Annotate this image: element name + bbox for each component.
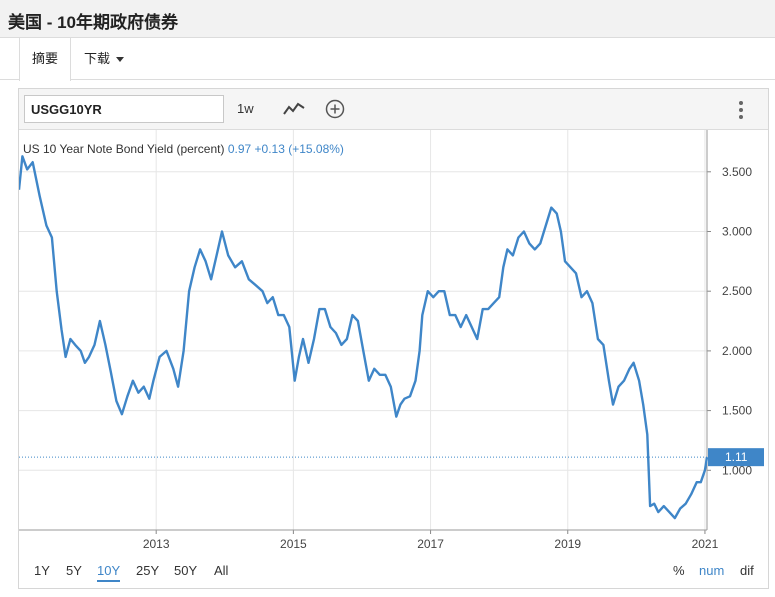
range-1y[interactable]: 1Y [34, 563, 50, 578]
x-tick-label: 2015 [280, 537, 307, 551]
y-tick-label: 3.500 [722, 165, 752, 179]
x-tick-label: 2017 [417, 537, 444, 551]
range-5y[interactable]: 5Y [66, 563, 82, 578]
series-name: US 10 Year Note Bond Yield (percent) [23, 142, 225, 156]
x-tick-label: 2013 [143, 537, 170, 551]
last-price-label: 1.11 [725, 450, 748, 464]
range-all[interactable]: All [214, 563, 229, 578]
page-header: 美国 - 10年期政府债券 [0, 0, 775, 38]
y-tick-label: 1.000 [722, 463, 752, 477]
tab-summary[interactable]: 摘要 [19, 38, 71, 81]
chart-panel: 1w 1.000 1.500 2.000 2.500 3.000 3.500 2013 201… [18, 88, 769, 589]
range-50y[interactable]: 50Y [174, 563, 198, 578]
download-label: 下载 [84, 51, 111, 66]
tab-bar: 摘要 下载 [0, 38, 775, 81]
caret-down-icon [116, 57, 125, 63]
y-tick-label: 1.500 [722, 404, 752, 418]
chart-toolbar: 1w [19, 89, 768, 130]
series-legend: US 10 Year Note Bond Yield (percent) 0.9… [23, 142, 344, 156]
page-title: 美国 - 10年期政府债券 [8, 13, 179, 32]
y-tick-label: 2.500 [722, 284, 752, 298]
series-line [19, 155, 709, 520]
x-tick-label: 2019 [554, 537, 581, 551]
series-change: +0.13 (+15.08%) [254, 142, 344, 156]
ticker-input[interactable] [24, 95, 224, 123]
interval-selector[interactable]: 1w [237, 101, 254, 116]
mode-dif[interactable]: dif [740, 563, 754, 578]
y-tick-label: 3.000 [722, 224, 752, 238]
download-menu[interactable]: 下载 [84, 38, 125, 80]
mode-num[interactable]: num [699, 563, 725, 578]
line-chart-icon[interactable] [283, 101, 305, 117]
range-bar: 1Y 5Y 10Y 25Y 50Y All% num dif [19, 559, 768, 587]
y-tick-label: 2.000 [722, 344, 752, 358]
series-value: 0.97 [227, 142, 252, 156]
mode-percent[interactable]: % [673, 563, 685, 578]
range-10y[interactable]: 10Y [97, 563, 121, 582]
yield-line-chart[interactable]: 1.000 1.500 2.000 2.500 3.000 3.500 2013 2015 20… [19, 130, 768, 559]
range-25y[interactable]: 25Y [136, 563, 160, 578]
more-vertical-icon[interactable] [737, 100, 745, 120]
last-price-tag [708, 448, 764, 467]
x-tick-label: 2021 [692, 537, 719, 551]
add-indicator-icon[interactable] [325, 99, 345, 119]
